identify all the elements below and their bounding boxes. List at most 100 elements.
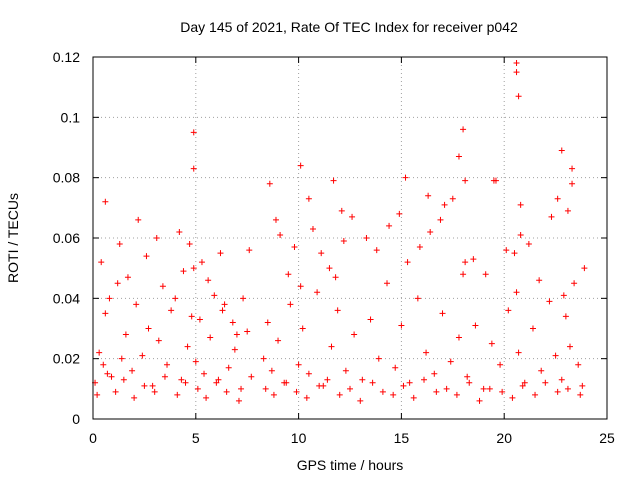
data-point [299,325,306,332]
data-point [100,361,107,368]
data-point [462,259,469,266]
data-point [186,241,193,248]
data-point [517,201,524,208]
data-point [260,355,267,362]
data-point [219,307,226,314]
data-point [233,331,240,338]
x-tick-label: 20 [496,430,512,446]
grid-lines [93,57,607,419]
data-point [277,231,284,238]
data-point [402,174,409,181]
data-point [357,397,364,404]
data-point [513,60,520,67]
data-point [509,394,516,401]
data-point [244,328,251,335]
data-point [560,292,567,299]
data-point [406,379,413,386]
data-point [515,349,522,356]
data-point [328,343,335,350]
data-point [443,385,450,392]
data-point [482,271,489,278]
data-point [460,126,467,133]
data-point [318,250,325,257]
data-point [447,358,454,365]
data-points [92,60,588,404]
y-tick-label: 0.1 [61,109,81,125]
data-point [268,367,275,374]
data-point [238,385,245,392]
data-point [129,367,136,374]
data-point [114,280,121,287]
data-point [305,370,312,377]
y-axis-label: ROTI / TECUs [5,193,21,283]
data-point [297,162,304,169]
data-point [112,388,119,395]
data-point [564,207,571,214]
x-axis-label: GPS time / hours [297,457,404,473]
data-point [122,331,129,338]
data-point [338,207,345,214]
data-point [164,361,171,368]
data-point [455,334,462,341]
data-point [143,253,150,260]
y-tick-label: 0.02 [53,351,80,367]
y-tick-label: 0.08 [53,170,80,186]
data-point [180,268,187,275]
data-point [373,247,380,254]
data-point [205,277,212,284]
data-point [476,397,483,404]
data-point [369,379,376,386]
data-point [554,195,561,202]
data-point [386,222,393,229]
data-point [213,379,220,386]
data-point [151,388,158,395]
data-point [264,319,271,326]
y-tick-labels: 0 0.02 0.04 0.06 0.08 0.1 0.12 [53,49,80,427]
data-point [425,192,432,199]
data-point [215,376,222,383]
data-point [464,373,471,380]
data-point [262,385,269,392]
data-point [94,391,101,398]
data-point [511,250,518,257]
data-point [414,295,421,302]
data-point [519,382,526,389]
data-point [398,322,405,329]
data-point [196,316,203,323]
data-point [499,388,506,395]
data-point [270,391,277,398]
x-tick-label: 0 [89,430,97,446]
data-point [554,388,561,395]
chart-title: Day 145 of 2021, Rate Of TEC Index for r… [180,19,518,35]
data-point [433,388,440,395]
data-point [141,382,148,389]
x-tick-label: 25 [599,430,615,446]
data-point [297,283,304,290]
data-point [285,271,292,278]
data-point [139,352,146,359]
data-point [462,177,469,184]
data-point [437,216,444,223]
data-point [161,373,168,380]
data-point [349,213,356,220]
data-point [569,180,576,187]
data-point [120,376,127,383]
data-point [159,283,166,290]
y-tick-label: 0.06 [53,230,80,246]
data-point [118,355,125,362]
data-point [153,235,160,241]
data-point [203,394,210,401]
data-point [396,210,403,217]
data-point [569,165,576,172]
y-tick-label: 0 [72,411,80,427]
data-point [182,379,189,386]
y-tick-label: 0.04 [53,290,80,306]
data-point [513,69,520,76]
data-point [275,337,282,344]
data-point [505,307,512,314]
data-point [225,364,232,371]
data-point [108,373,115,380]
data-point [529,325,536,332]
data-point [293,388,300,395]
